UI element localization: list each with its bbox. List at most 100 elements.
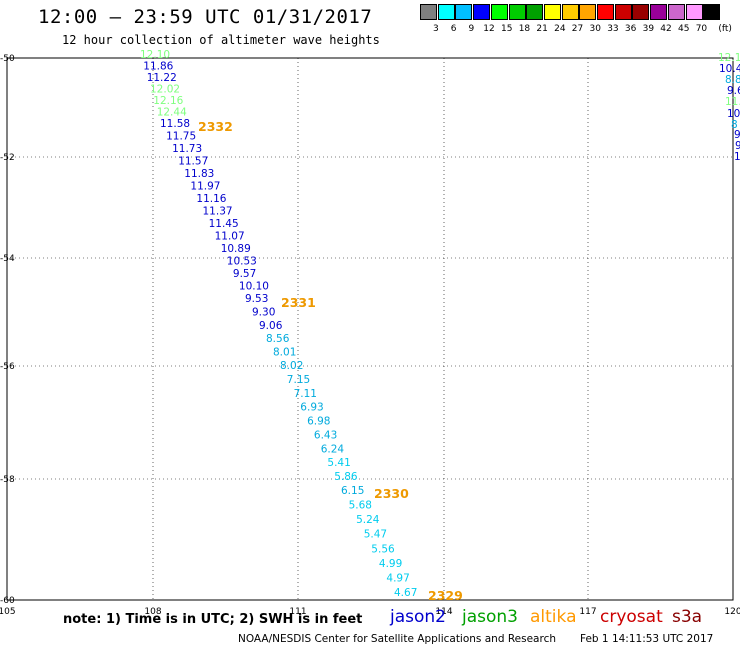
wave-height-reading: 6.24 [321, 443, 345, 455]
wave-height-reading: 11.22 [147, 72, 177, 84]
scale-label: 70 [695, 24, 708, 34]
wave-height-reading: 5.47 [364, 529, 387, 541]
scale-label: 27 [571, 24, 584, 34]
edge-reading: 12.1 [718, 52, 740, 64]
edge-reading: 9 [735, 140, 740, 152]
scale-swatch [614, 4, 632, 20]
scale-label: 36 [624, 24, 637, 34]
wave-height-reading: 5.41 [327, 457, 350, 469]
wave-height-reading: 12.16 [153, 95, 183, 107]
wave-height-reading: 7.15 [287, 374, 310, 386]
scale-label: 12 [483, 24, 495, 34]
wave-height-reading: 4.99 [379, 558, 402, 570]
edge-reading: 11. [725, 96, 740, 108]
wave-height-reading: 5.56 [371, 543, 395, 555]
scale-label: 39 [642, 24, 655, 34]
scale-swatch [543, 4, 561, 20]
scale-label: 42 [660, 24, 672, 34]
scale-label: 9 [468, 24, 475, 34]
wave-height-reading: 11.75 [166, 131, 196, 143]
wave-height-reading: 5.24 [356, 514, 380, 526]
scale-label: 24 [554, 24, 566, 34]
wave-height-reading: 11.37 [203, 206, 233, 218]
lon-tick-label: 114 [435, 607, 452, 617]
map-grid [6, 57, 734, 601]
wave-height-reading: 8.02 [280, 360, 303, 372]
wave-height-reading: 8.01 [273, 347, 296, 359]
scale-swatch [579, 4, 597, 20]
time-label: 2330 [374, 486, 409, 501]
map-frame [6, 57, 734, 601]
scale-swatch [703, 4, 721, 20]
wave-height-reading: 8.56 [266, 333, 290, 345]
wave-height-reading: 11.83 [184, 168, 214, 180]
wave-height-reading: 5.68 [349, 500, 372, 512]
scale-swatch [420, 4, 437, 20]
wave-height-reading: 6.93 [300, 402, 323, 414]
scale-swatch [526, 4, 544, 20]
wave-height-reading: 11.86 [143, 61, 173, 73]
wave-height-reading: 11.16 [196, 193, 226, 205]
scale-label: 15 [500, 24, 513, 34]
scale-label: 21 [536, 24, 548, 34]
scale-label: 3 [433, 24, 439, 34]
wave-height-reading: 10.10 [239, 281, 269, 293]
scale-swatch [437, 4, 455, 20]
wave-height-reading: 6.43 [314, 429, 337, 441]
wave-height-reading: 6.15 [341, 485, 364, 497]
lat-tick-label: -54 [0, 254, 15, 264]
wave-height-reading: 12.10 [140, 49, 170, 61]
axis-ticks: 105 108 111 114 117 120 -50 -52 -54 -56 -58 -60 [0, 54, 740, 617]
edge-reading: 9.6 [727, 85, 740, 97]
scale-swatch [561, 4, 579, 20]
wave-height-reading: 11.57 [178, 156, 208, 168]
scale-swatch [667, 4, 685, 20]
lon-tick-label: 117 [579, 607, 596, 617]
lat-tick-label: -56 [0, 362, 15, 372]
satellite-cryosat: cryosat [600, 607, 663, 627]
scale-label: 30 [589, 24, 601, 34]
wave-height-reading: 12.44 [157, 107, 187, 119]
units-note: note: 1) Time is in UTC; 2) SWH is in fe… [63, 612, 363, 627]
edge-reading: 8 [731, 119, 738, 131]
wave-height-reading: 11.73 [172, 143, 202, 155]
scale-swatch [685, 4, 703, 20]
edge-reading: 9 [734, 129, 740, 141]
wave-height-reading: 10.53 [227, 256, 257, 268]
edge-reading: 10.4 [719, 63, 740, 75]
lat-tick-label: -52 [0, 153, 15, 163]
scale-label: 6 [450, 24, 457, 34]
satellite-altika: altika [530, 607, 577, 627]
wave-height-reading: 11.07 [215, 231, 245, 243]
map-subtitle: 12 hour collection of altimeter wave hei… [62, 33, 380, 47]
wave-height-reading: 4.97 [386, 572, 409, 584]
scale-swatch [632, 4, 650, 20]
lat-tick-label: -58 [0, 475, 15, 485]
scale-swatch [508, 4, 526, 20]
wave-height-reading: 11.58 [160, 118, 190, 130]
footer-timestamp: Feb 1 14:11:53 UTC 2017 [580, 633, 714, 645]
scale-swatch [490, 4, 508, 20]
wave-height-reading: 12.02 [150, 84, 180, 96]
scale-swatch [597, 4, 614, 20]
lon-tick-label: 108 [144, 607, 161, 617]
scale-swatch [650, 4, 668, 20]
scale-label: 45 [677, 24, 690, 34]
satellite-s3a: s3a [672, 607, 703, 627]
scale-swatch [473, 4, 491, 20]
satellite-jason3: jason3 [462, 607, 518, 627]
wave-height-reading: 9.53 [245, 293, 268, 305]
map-title: 12:00 – 23:59 UTC 01/31/2017 [38, 6, 373, 28]
time-label: 2331 [281, 295, 316, 310]
wave-height-reading: 9.57 [233, 268, 256, 280]
scale-label: 18 [518, 24, 531, 34]
wave-height-reading: 7.11 [294, 388, 317, 400]
wave-height-reading: 6.98 [307, 416, 330, 428]
satellite-jason2: jason2 [390, 607, 446, 627]
edge-reading: 1 [734, 151, 740, 163]
lon-tick-label: 120 [724, 607, 740, 617]
wave-height-reading: 4.67 [394, 587, 417, 599]
lat-tick-label: -60 [0, 596, 15, 606]
lon-tick-label: 111 [289, 607, 306, 617]
